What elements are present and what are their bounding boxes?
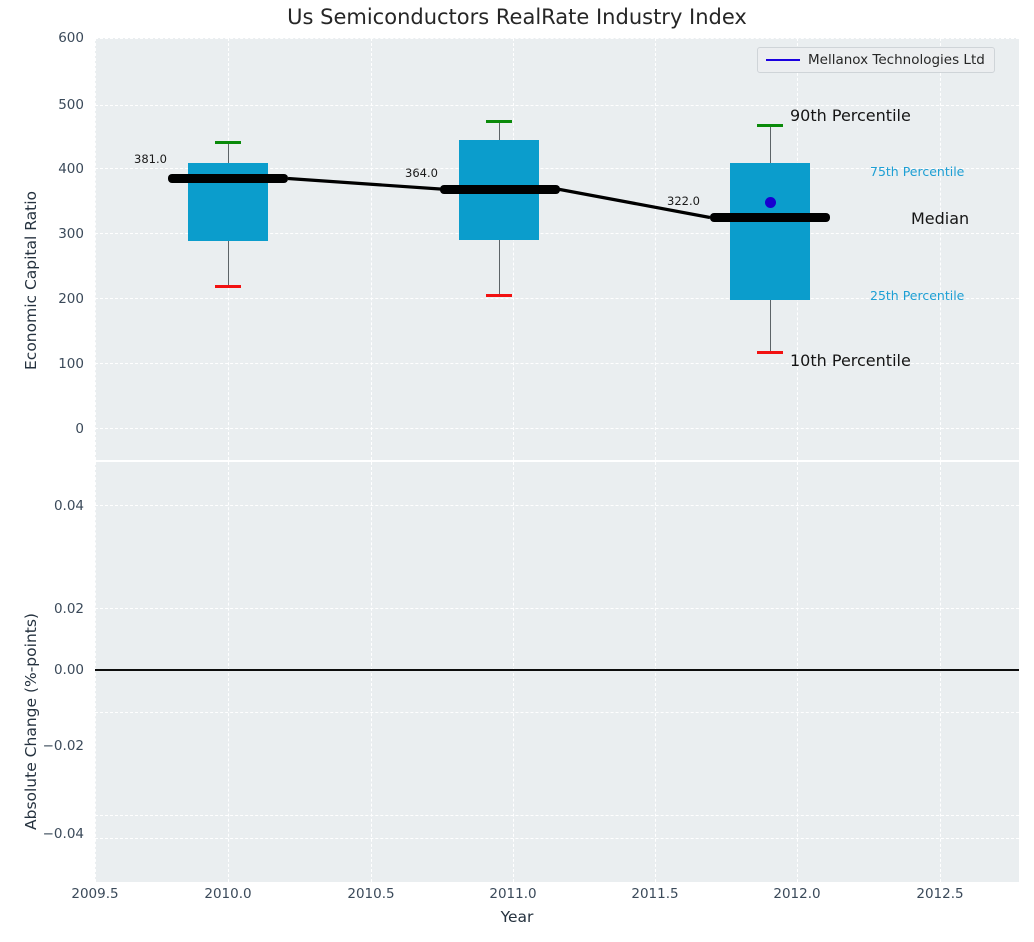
company-marker-2012[interactable] — [764, 196, 776, 208]
ytick-label-b-m004: −0.04 — [42, 826, 84, 842]
vgridline-2011-0 — [513, 38, 514, 460]
legend-label-mellanox: Mellanox Technologies Ltd — [808, 52, 985, 68]
p10-cap-2011 — [486, 294, 512, 297]
legend-line-swatch-mellanox — [766, 59, 800, 61]
vgridline-b-2011-0 — [513, 462, 514, 882]
gridline-b-m0-02 — [95, 815, 1019, 816]
ytick-label-200: 200 — [58, 291, 84, 307]
gridline-100 — [95, 363, 1019, 364]
ytick-label-500: 500 — [58, 97, 84, 113]
gridline-b-0-04 — [95, 505, 1019, 506]
vgridline-b-2010-0 — [228, 462, 229, 882]
ytick-label-600: 600 — [58, 30, 84, 46]
gridline-400 — [95, 168, 1019, 169]
ytick-label-400: 400 — [58, 161, 84, 177]
vgridline-2010-5 — [371, 38, 372, 460]
annotation-25th-percentile: 25th Percentile — [870, 288, 965, 303]
vgridline-2009-5 — [95, 38, 96, 460]
chart-title: Us Semiconductors RealRate Industry Inde… — [287, 5, 747, 29]
median-bar-2012 — [710, 213, 830, 222]
vgridline-b-2009-5 — [95, 462, 96, 882]
annotation-90th-percentile: 90th Percentile — [790, 106, 911, 125]
gridline-300 — [95, 233, 1019, 234]
xtick-label-2011-0: 2011.0 — [489, 886, 537, 902]
gridline-600 — [95, 38, 1019, 39]
median-value-label-2010: 381.0 — [134, 152, 167, 166]
annotation-10th-percentile: 10th Percentile — [790, 351, 911, 370]
vgridline-2011-5 — [655, 38, 656, 460]
p10-cap-2010 — [215, 285, 241, 288]
p90-cap-2011 — [486, 120, 512, 123]
vgridline-2012-5 — [940, 38, 941, 460]
gridline-b-m0-04 — [95, 838, 1019, 839]
gridline-b-0-00 — [95, 712, 1019, 713]
median-value-label-2011: 364.0 — [405, 166, 438, 180]
vgridline-b-2012-5 — [940, 462, 941, 882]
xtick-label-2012-0: 2012.0 — [773, 886, 821, 902]
ytick-label-300: 300 — [58, 226, 84, 242]
gridline-500 — [95, 105, 1019, 106]
bottom-plot-panel — [95, 462, 1019, 882]
ytick-label-b-m002: −0.02 — [42, 738, 84, 754]
median-bar-2011 — [440, 185, 560, 194]
median-value-label-2012: 322.0 — [667, 194, 700, 208]
zero-reference-line — [95, 669, 1019, 671]
x-axis-label: Year — [500, 908, 534, 926]
ytick-label-b-000: 0.00 — [53, 662, 84, 678]
xtick-label-2009-5: 2009.5 — [71, 886, 119, 902]
annotation-75th-percentile: 75th Percentile — [870, 164, 965, 179]
gridline-200 — [95, 298, 1019, 299]
y-axis-label-bottom: Absolute Change (%-points) — [22, 613, 40, 830]
median-bar-2010 — [168, 174, 288, 183]
annotation-median: Median — [911, 209, 970, 228]
ytick-label-b-004: 0.04 — [53, 498, 84, 514]
xtick-label-2011-5: 2011.5 — [631, 886, 679, 902]
vgridline-b-2011-5 — [655, 462, 656, 882]
gridline-0 — [95, 428, 1019, 429]
p90-cap-2012 — [757, 124, 783, 127]
xtick-label-2010-0: 2010.0 — [204, 886, 252, 902]
top-plot-panel — [95, 38, 1019, 460]
vgridline-b-2010-5 — [371, 462, 372, 882]
p10-cap-2012 — [757, 351, 783, 354]
ytick-label-100: 100 — [58, 356, 84, 372]
gridline-b-0-02 — [95, 608, 1019, 609]
ytick-label-b-002: 0.02 — [53, 601, 84, 617]
p90-cap-2010 — [215, 141, 241, 144]
xtick-label-2012-5: 2012.5 — [916, 886, 964, 902]
box-iqr-2012 — [730, 163, 810, 300]
vgridline-b-2012-0 — [797, 462, 798, 882]
xtick-label-2010-5: 2010.5 — [347, 886, 395, 902]
chart-legend[interactable]: Mellanox Technologies Ltd — [757, 47, 995, 73]
ytick-label-0: 0 — [75, 421, 84, 437]
y-axis-label-top: Economic Capital Ratio — [22, 190, 40, 370]
